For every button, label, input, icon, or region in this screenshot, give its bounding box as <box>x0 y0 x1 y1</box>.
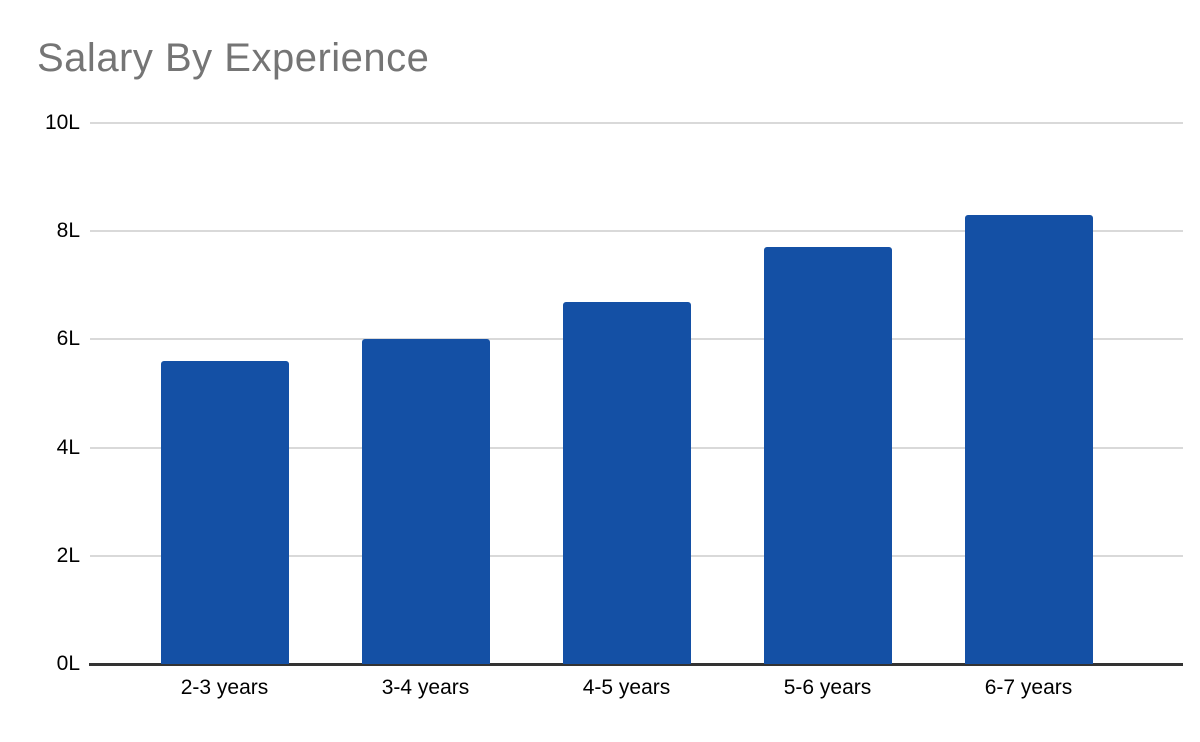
y-tick-label: 6L <box>56 327 80 351</box>
y-tick-label: 10L <box>44 111 80 134</box>
x-tick-label: 2-3 years <box>180 676 269 699</box>
y-tick-label: 4L <box>56 435 80 459</box>
bar <box>964 214 1093 664</box>
x-tick-label: 3-4 years <box>381 676 470 699</box>
bar <box>763 247 892 664</box>
bar <box>160 361 289 664</box>
y-tick-label: 0L <box>56 652 80 675</box>
gridline <box>90 230 1183 233</box>
bar <box>361 339 490 664</box>
x-tick-label: 6-7 years <box>984 676 1073 699</box>
x-tick-label: 5-6 years <box>783 676 872 699</box>
chart-title: Salary By Experience <box>37 36 430 80</box>
y-tick-label: 8L <box>56 219 80 243</box>
x-tick-label: 4-5 years <box>582 676 671 699</box>
bar <box>562 301 691 664</box>
y-tick-label: 2L <box>56 543 80 567</box>
x-axis-line <box>89 662 1183 666</box>
gridline <box>90 122 1183 124</box>
